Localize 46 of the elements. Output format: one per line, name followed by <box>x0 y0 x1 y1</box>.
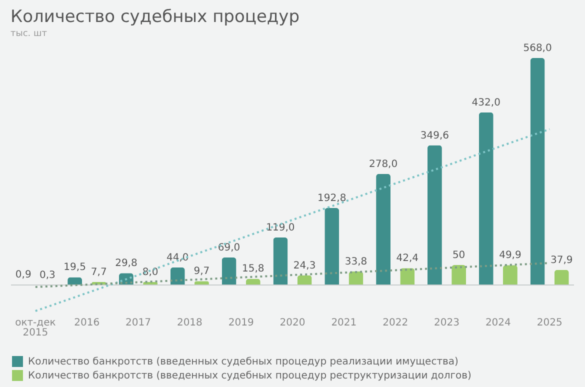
data-label: 49,9 <box>499 250 522 262</box>
x-tick-label: 2022 <box>382 318 408 328</box>
bar <box>502 265 518 286</box>
legend-label: Количество банкротств (введенных судебных процедур реализации имущества) <box>28 356 459 368</box>
x-tick-label: 2018 <box>176 318 202 328</box>
x-tick-label: 2020 <box>280 318 306 328</box>
x-tick-label: 2016 <box>74 318 100 328</box>
bar <box>324 208 340 286</box>
data-label: 42,4 <box>396 253 419 264</box>
legend-label: Количество банкротств (введенных судебных процедур реструктуризации долгов) <box>28 370 472 382</box>
data-label: 7,7 <box>90 266 107 278</box>
data-label: 432,0 <box>472 97 500 108</box>
x-tick-label: 2025 <box>536 318 562 328</box>
data-label: 15,8 <box>242 264 264 275</box>
data-label: 37,9 <box>550 254 573 266</box>
bar <box>427 145 442 286</box>
x-tick-label: 2024 <box>485 318 511 328</box>
bar <box>554 270 569 286</box>
data-label: 0,3 <box>40 270 56 281</box>
bar <box>273 237 288 286</box>
data-label: 278,0 <box>368 158 398 170</box>
x-tick-label: 2021 <box>331 318 357 328</box>
data-label: 29,8 <box>115 258 138 270</box>
data-label: 192,8 <box>318 192 346 204</box>
x-tick-label: 2019 <box>228 318 254 328</box>
data-label: 24,3 <box>293 260 316 272</box>
data-label: 349,6 <box>420 130 450 142</box>
data-label: 8,0 <box>142 266 158 278</box>
chart-subtitle: тыс. шт <box>10 29 47 39</box>
bar <box>530 58 545 286</box>
data-label: 19,5 <box>64 262 86 274</box>
data-label: 568,0 <box>523 43 552 54</box>
chart-title: Количество судебных процедур <box>10 7 300 27</box>
data-label: 50 <box>452 250 466 262</box>
data-label: 0,9 <box>15 270 32 281</box>
x-tick-label: окт-дек 2015 <box>15 318 56 338</box>
data-label: 33,8 <box>344 256 368 268</box>
bar <box>376 174 391 286</box>
x-tick-label: 2017 <box>126 318 151 328</box>
data-label: 9,7 <box>194 266 210 278</box>
bar <box>222 257 236 286</box>
data-label: 119,0 <box>266 222 295 234</box>
x-tick-label: 2023 <box>434 318 460 328</box>
bar <box>478 112 494 286</box>
bar <box>452 265 466 286</box>
data-label: 69,0 <box>218 242 240 254</box>
